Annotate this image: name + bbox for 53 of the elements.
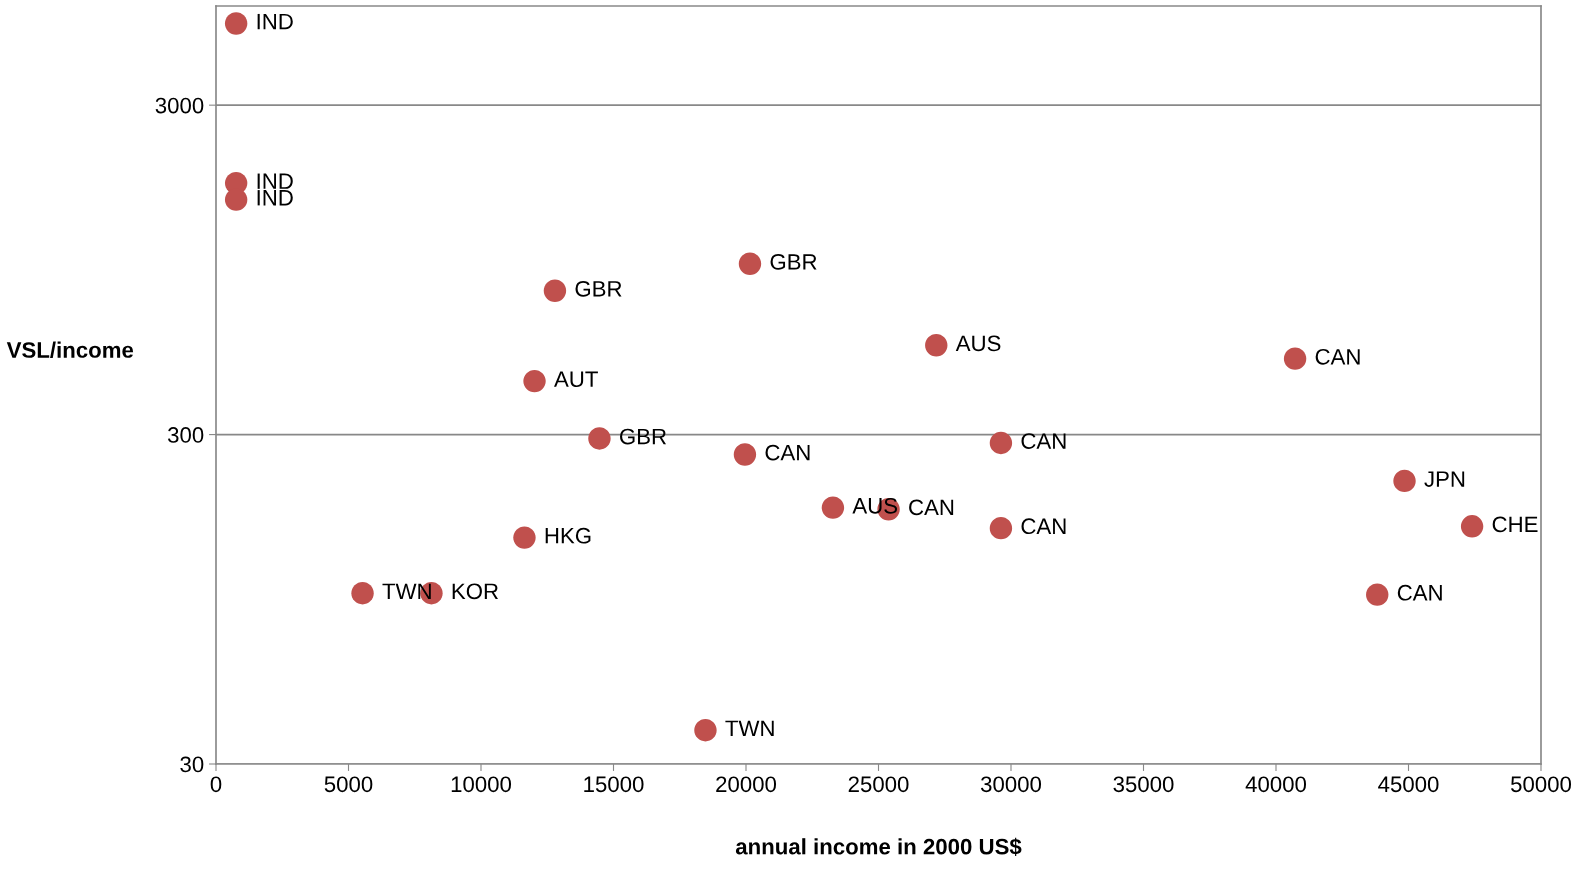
point — [694, 718, 717, 742]
x-tick-label: 25000 — [848, 776, 909, 793]
x-tick-label: 50000 — [1510, 776, 1572, 793]
y-tick-label: 3000 — [155, 97, 204, 114]
point — [738, 252, 762, 275]
annotation: CHE — [1492, 516, 1538, 533]
annotation: IND — [257, 190, 293, 206]
x-tick-label: 0 — [210, 776, 222, 793]
annotation: HKG — [545, 527, 591, 544]
point — [925, 334, 948, 357]
point — [224, 188, 248, 211]
annotation: CAN — [1021, 433, 1066, 449]
y-tick-label: 30 — [180, 756, 204, 773]
point — [523, 369, 546, 393]
annotation: CAN — [909, 499, 954, 516]
annotation: TWN — [725, 720, 774, 736]
annotation: AUT — [554, 371, 598, 388]
annotation: GBR — [575, 280, 622, 297]
annotation: CAN — [1397, 584, 1442, 601]
annotation: IND — [257, 173, 293, 189]
point — [1366, 583, 1389, 606]
point — [1393, 469, 1416, 493]
point — [821, 496, 845, 519]
annotation: GBR — [770, 254, 817, 270]
annotation: AUS — [955, 335, 1001, 352]
x-tick-label: 45000 — [1378, 776, 1439, 793]
x-tick-label: 10000 — [451, 776, 512, 793]
x-axis-title: annual income in 2000 US$ — [735, 837, 1022, 856]
x-tick-label: 35000 — [1113, 776, 1174, 793]
x-tick-label: 30000 — [980, 776, 1042, 793]
point — [588, 427, 611, 450]
point — [543, 279, 567, 302]
y-tick-label: 300 — [167, 427, 204, 443]
point — [224, 12, 248, 35]
annotation: KOR — [452, 583, 499, 600]
x-tick-label: 40000 — [1245, 776, 1307, 793]
annotation: GBR — [620, 428, 667, 445]
x-tick-label: 20000 — [716, 776, 777, 793]
point — [1283, 347, 1307, 370]
point — [351, 581, 374, 605]
annotation: CAN — [1021, 518, 1066, 535]
point — [989, 516, 1013, 540]
annotation: IND — [257, 13, 293, 30]
point — [1460, 515, 1484, 538]
annotation: CAN — [1315, 348, 1360, 365]
point — [989, 431, 1013, 455]
annotation: JPN — [1424, 471, 1465, 487]
point — [513, 526, 536, 549]
x-tick-label: 15000 — [584, 776, 644, 793]
point — [733, 443, 757, 466]
y-axis-title: VSL/income — [6, 341, 134, 359]
annotation: CAN — [765, 444, 810, 461]
x-tick-label: 5000 — [324, 776, 373, 793]
